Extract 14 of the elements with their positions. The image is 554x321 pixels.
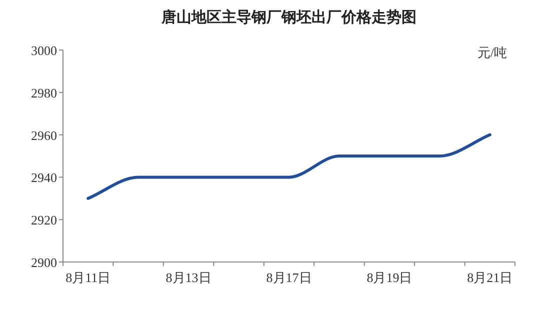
y-axis-title: 元/吨 (477, 45, 507, 60)
y-tick-label: 2900 (31, 255, 57, 270)
y-tick-label: 2980 (31, 85, 57, 100)
chart-title: 唐山地区主导钢厂钢坯出厂价格走势图 (160, 8, 416, 26)
y-tick-label: 2960 (31, 128, 57, 143)
y-tick-label: 2940 (31, 170, 57, 186)
x-tick-label: 8月17日 (266, 270, 312, 285)
x-tick-label: 8月21日 (467, 270, 513, 285)
x-tick-label: 8月11日 (66, 270, 111, 285)
line-series (86, 133, 492, 200)
x-tick-label: 8月13日 (166, 270, 212, 285)
y-tick-label: 2920 (31, 212, 57, 228)
x-tick-label: 8月19日 (366, 270, 412, 285)
y-tick-label: 3000 (31, 43, 57, 58)
